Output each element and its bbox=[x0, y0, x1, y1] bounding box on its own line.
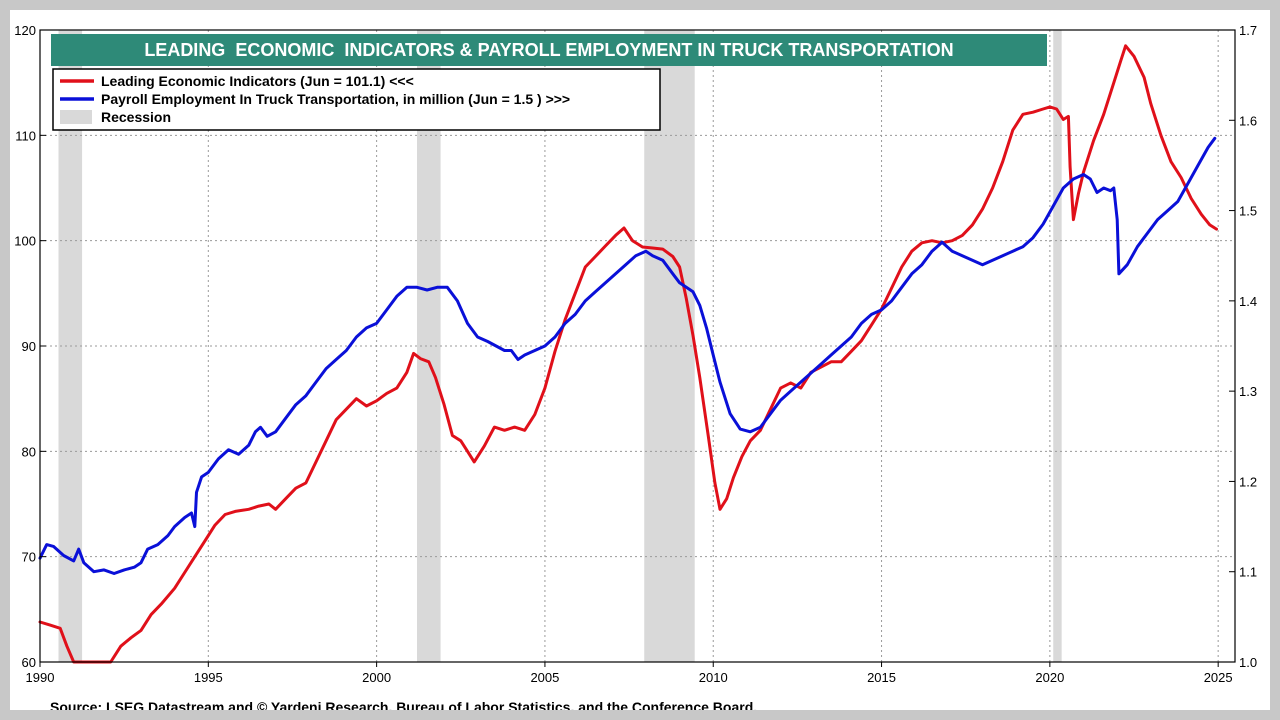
right-tick-label-3: 1.3 bbox=[1239, 384, 1257, 399]
left-tick-label-2: 80 bbox=[22, 444, 36, 459]
x-tick-label-3: 2005 bbox=[530, 670, 559, 685]
left-tick-label-6: 120 bbox=[14, 23, 36, 38]
title-background bbox=[51, 34, 1047, 66]
x-tick-label-5: 2015 bbox=[867, 670, 896, 685]
legend-label-2: Recession bbox=[101, 109, 171, 125]
series-line-1 bbox=[38, 136, 1217, 575]
left-tick-label-4: 100 bbox=[14, 234, 36, 249]
right-tick-label-5: 1.5 bbox=[1239, 204, 1257, 219]
x-tick-label-7: 2025 bbox=[1204, 670, 1233, 685]
recession-band-3 bbox=[1053, 30, 1062, 662]
series-line-0 bbox=[38, 44, 1218, 664]
recession-band-1 bbox=[417, 30, 441, 662]
left-tick-label-1: 70 bbox=[22, 550, 36, 565]
right-tick-label-4: 1.4 bbox=[1239, 294, 1257, 309]
x-tick-label-1: 1995 bbox=[194, 670, 223, 685]
chart-frame: 1990 1995 2000 2005 2010 2015 2020 2025 60 70 80 90… bbox=[10, 10, 1270, 710]
x-tick-label-0: 1990 bbox=[26, 670, 55, 685]
chart-svg: 1990 1995 2000 2005 2010 2015 2020 2025 60 70 80 90… bbox=[14, 23, 1257, 710]
legend-label-1: Payroll Employment In Truck Transportati… bbox=[101, 91, 570, 107]
legend-swatch-2 bbox=[60, 110, 92, 124]
x-tick-label-2: 2000 bbox=[362, 670, 391, 685]
legend-label-0: Leading Economic Indicators (Jun = 101.1… bbox=[101, 73, 414, 89]
right-tick-label-6: 1.6 bbox=[1239, 113, 1257, 128]
right-tick-label-2: 1.2 bbox=[1239, 474, 1257, 489]
axes: 1990 1995 2000 2005 2010 2015 2020 2025 60 70 80 90… bbox=[14, 23, 1257, 685]
legend: Leading Economic Indicators (Jun = 101.1… bbox=[52, 68, 661, 131]
left-tick-label-3: 90 bbox=[22, 339, 36, 354]
chart-title: LEADING ECONOMIC INDICATORS & PAYROLL EM… bbox=[144, 40, 953, 60]
left-tick-label-5: 110 bbox=[15, 128, 36, 143]
series-lines bbox=[38, 44, 1218, 664]
right-tick-label-0: 1.0 bbox=[1239, 655, 1257, 670]
left-tick-label-0: 60 bbox=[22, 655, 36, 670]
x-tick-label-4: 2010 bbox=[699, 670, 728, 685]
right-tick-label-7: 1.7 bbox=[1239, 23, 1257, 38]
title-box: LEADING ECONOMIC INDICATORS & PAYROLL EM… bbox=[51, 34, 1047, 66]
source-note: Source: LSEG Datastream and © Yardeni Re… bbox=[50, 699, 757, 710]
x-tick-label-6: 2020 bbox=[1035, 670, 1064, 685]
legend-box bbox=[52, 68, 661, 131]
right-tick-label-1: 1.1 bbox=[1239, 565, 1257, 580]
